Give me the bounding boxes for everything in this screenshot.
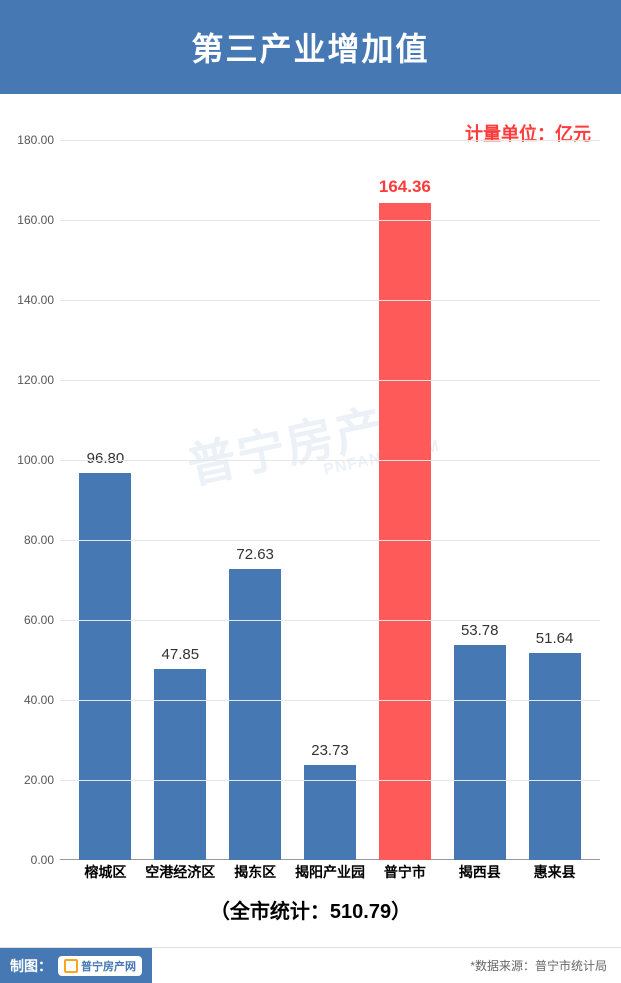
bar-slot: 23.73 [293,140,368,860]
bar-value-label: 51.64 [536,630,574,647]
y-tick: 140.00 [17,293,54,307]
grid-line [60,300,600,301]
bar-value-label: 72.63 [236,546,274,563]
x-axis-label: 揭西县 [442,862,517,882]
y-tick: 160.00 [17,213,54,227]
bar [154,669,206,860]
y-tick: 100.00 [17,453,54,467]
bar-slot: 51.64 [517,140,592,860]
total-summary: （全市统计：510.79） [0,895,621,924]
footer-source: *数据来源：普宁市统计局 [470,957,607,974]
grid-line [60,220,600,221]
grid-line [60,620,600,621]
bar-value-label: 164.36 [379,177,431,197]
bar-slot: 47.85 [143,140,218,860]
bar-value-label: 47.85 [162,646,200,663]
y-tick: 0.00 [31,853,54,867]
x-axis-label: 惠来县 [517,862,592,882]
grid-line [60,780,600,781]
grid-line [60,700,600,701]
x-axis-label: 空港经济区 [143,862,218,882]
x-axis-label: 榕城区 [68,862,143,882]
bar-slot: 96.80 [68,140,143,860]
maker-prefix: 制图： [10,956,52,976]
grid-line [60,460,600,461]
bar [454,645,506,860]
y-tick: 40.00 [24,693,54,707]
bar-slot: 53.78 [442,140,517,860]
chart-container: 第三产业增加值 计量单位：亿元 普宁房产网 PNFANG.COM 96.8047… [0,0,621,983]
bar-value-label: 96.80 [87,450,125,467]
house-icon [64,959,78,973]
bar [529,653,581,860]
chart-title: 第三产业增加值 [0,0,621,94]
footer: 制图： 普宁房产网 *数据来源：普宁市统计局 [0,947,621,983]
bar [379,203,431,860]
bar [79,473,131,860]
chart-plot-area: 96.8047.8572.6323.73164.3653.7851.64 0.0… [60,140,600,860]
y-tick: 180.00 [17,133,54,147]
y-tick: 80.00 [24,533,54,547]
x-axis-label: 普宁市 [367,862,442,882]
footer-maker: 制图： 普宁房产网 [0,948,152,983]
grid-line [60,380,600,381]
y-tick: 120.00 [17,373,54,387]
bar-slot: 72.63 [218,140,293,860]
x-axis-label: 揭阳产业园 [293,862,368,882]
grid-line [60,540,600,541]
plot: 96.8047.8572.6323.73164.3653.7851.64 0.0… [60,140,600,860]
x-axis-labels: 榕城区空港经济区揭东区揭阳产业园普宁市揭西县惠来县 [60,862,600,882]
logo-text: 普宁房产网 [81,958,136,974]
grid-line [60,140,600,141]
y-tick: 60.00 [24,613,54,627]
y-tick: 20.00 [24,773,54,787]
bar-value-label: 23.73 [311,742,349,759]
bar-slot: 164.36 [367,140,442,860]
x-axis-label: 揭东区 [218,862,293,882]
bar [229,569,281,860]
bars-group: 96.80 47.85 72.63 23.73 164.36 53.78 51.64 [60,140,600,860]
bar-value-label: 53.78 [461,622,499,639]
logo-badge: 普宁房产网 [58,956,142,976]
